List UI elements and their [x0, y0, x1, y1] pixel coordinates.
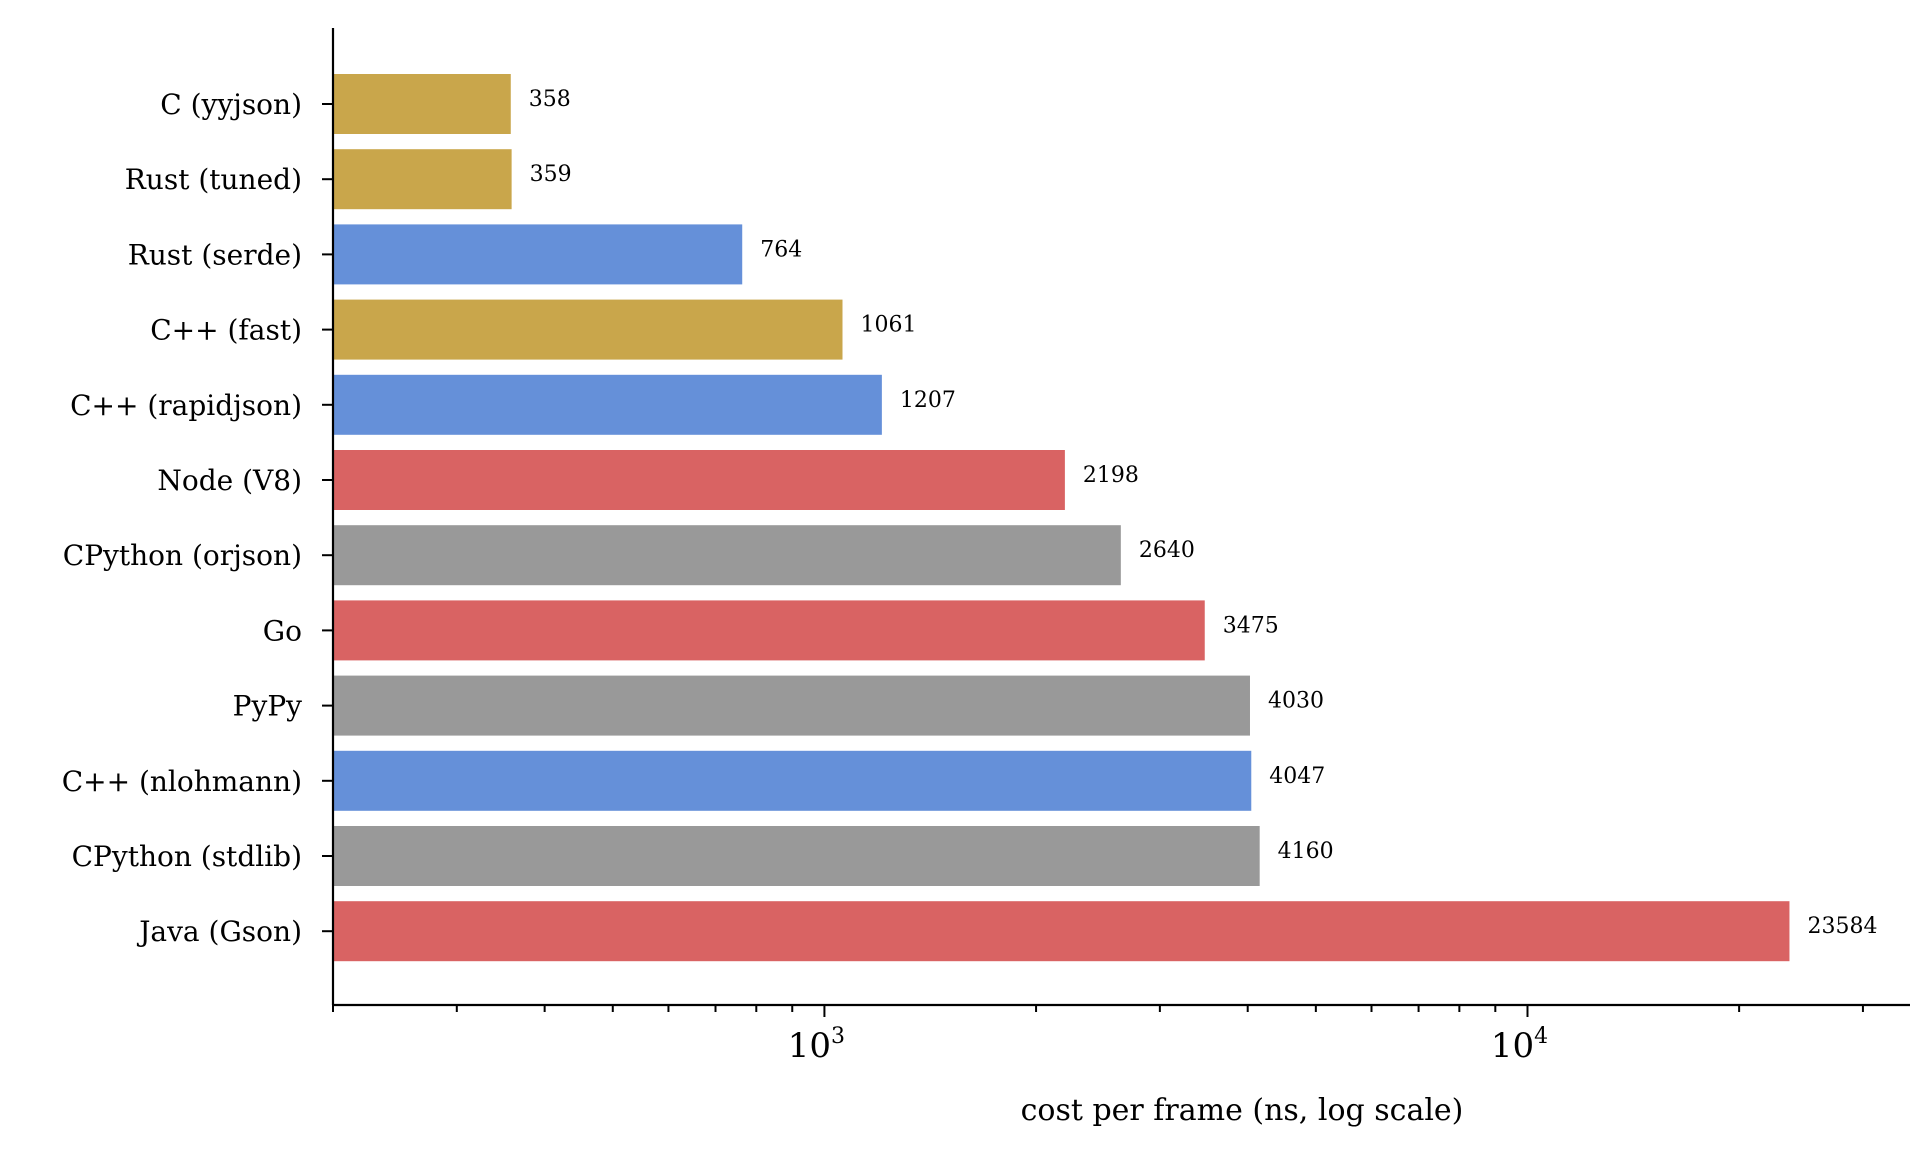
- bar: [333, 149, 512, 210]
- value-label: 3475: [1223, 613, 1279, 638]
- category-label: PyPy: [233, 690, 302, 723]
- bar: [333, 600, 1205, 661]
- value-labels: 358 359 764 1061 1207 2198 2640 3475 4030 4047 416…: [529, 87, 1878, 939]
- value-label: 23584: [1807, 914, 1877, 939]
- bar: [333, 450, 1065, 510]
- category-label: C++ (nlohmann): [62, 765, 302, 798]
- x-tick-label: 104: [1491, 1024, 1548, 1066]
- bar: [333, 74, 511, 134]
- value-label: 764: [760, 237, 802, 262]
- x-ticks: 103 104: [332, 1005, 1864, 1066]
- category-label: Go: [263, 614, 302, 647]
- value-label: 2198: [1083, 463, 1139, 488]
- category-label: Java (Gson): [136, 915, 302, 948]
- x-axis-title: cost per frame (ns, log scale): [1021, 1093, 1464, 1128]
- bar: [333, 750, 1252, 811]
- x-tick-label: 103: [788, 1024, 845, 1066]
- category-label: Rust (tuned): [125, 163, 302, 196]
- bar: [333, 299, 843, 360]
- value-label: 358: [529, 87, 571, 112]
- bar: [333, 675, 1250, 736]
- value-label: 4160: [1278, 839, 1334, 864]
- category-labels: C (yyjson) Rust (tuned) Rust (serde) C++ (f…: [62, 88, 302, 948]
- value-label: 2640: [1139, 538, 1195, 563]
- bar: [333, 374, 882, 435]
- bar: [333, 525, 1121, 586]
- value-label: 4047: [1269, 764, 1325, 789]
- category-label: C++ (rapidjson): [70, 389, 302, 422]
- axes: [331, 28, 1910, 1007]
- value-label: 359: [530, 162, 572, 187]
- bar: [333, 901, 1790, 962]
- category-label: C (yyjson): [160, 88, 302, 121]
- category-label: Rust (serde): [128, 238, 302, 271]
- value-label: 1061: [861, 313, 917, 338]
- bar: [333, 826, 1260, 886]
- category-label: CPython (stdlib): [72, 840, 302, 873]
- category-label: Node (V8): [157, 464, 302, 497]
- category-label: CPython (orjson): [63, 539, 302, 572]
- bars-group: [322, 74, 1790, 962]
- category-label: C++ (fast): [150, 314, 302, 347]
- value-label: 4030: [1268, 689, 1324, 714]
- value-label: 1207: [900, 388, 956, 413]
- bar: [333, 224, 743, 285]
